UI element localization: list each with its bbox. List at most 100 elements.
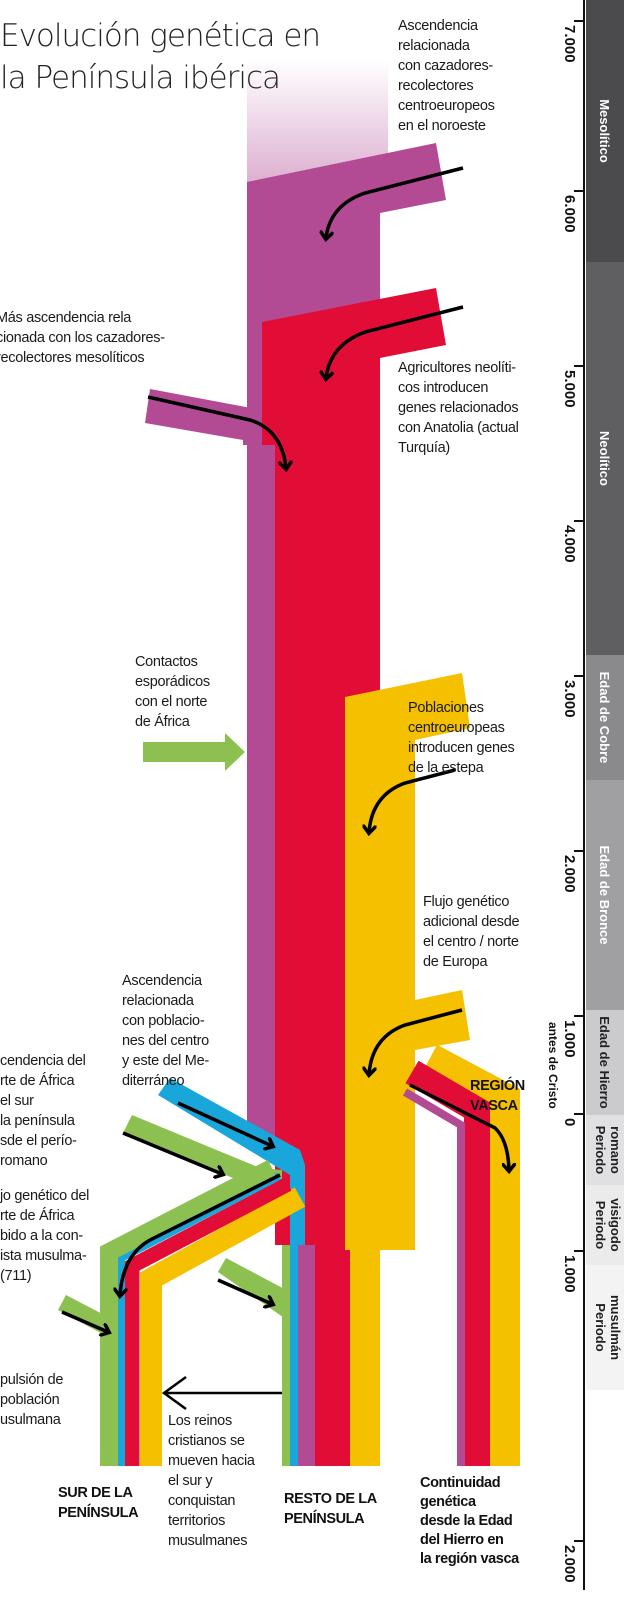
period-label: Periodovisigodo [593,1198,623,1252]
period-label: Edad de Hierro [597,1016,612,1109]
text-line: de la estepa [408,760,485,776]
text-line: de África [135,713,191,730]
basque-steppe-stripe [422,1044,520,1466]
text-line: Flujo genético [423,894,509,910]
text-line: Poblaciones [408,700,484,716]
text-line: Los reinos [168,1413,232,1429]
note-reconquista: Los reinos cristianos se mueven hacia el su… [168,1413,256,1549]
text-line: bido a la con- [0,1228,83,1244]
basque-neolithic-stripe [405,1060,490,1466]
text-line: relacionada [122,993,195,1009]
arrow-icon [369,768,456,832]
period-label: Neolítico [597,431,612,486]
note-neolithic: Agricultores neolíti-cos introducen genes… [398,360,519,456]
text-line: recolectores mesolíticos [0,350,144,366]
title-line: Evolución genética en [0,18,320,54]
text-line: (711) [0,1268,31,1284]
tick-label: 1.000 [561,1020,578,1058]
rest-north-africa-branch [218,1258,290,1322]
text-line: introducen genes [408,740,514,756]
rest-neolithic-stripe [315,1245,350,1466]
page-title: Evolución genética en la Península ibéri… [0,18,329,96]
text-line: relacionada [398,38,471,54]
text-line: con el norte [135,694,207,710]
tick-label: 1.000 [561,1255,578,1293]
text-line: Ascendencia [398,18,479,34]
mesolithic-stream [247,143,446,330]
title-line: la Península ibérica [0,60,280,96]
text-line: de Europa [423,954,488,970]
rest-mediterranean-stripe [290,1245,298,1466]
arrow-icon [147,395,286,468]
arrow-icon [326,166,464,238]
text-line: diterráneo [122,1073,185,1089]
note-hunters-northwest: Ascendencia relacionada con cazadores-reco… [398,18,495,134]
text-line: el centro / norte [423,934,519,950]
period-label: Mesolítico [597,99,612,163]
arrow-icon [326,305,464,378]
north-africa-roman-branch [123,1115,282,1185]
rest-mesolithic-stripe [298,1245,315,1466]
south-north-africa-stripe [100,1159,277,1466]
text-line: rte de África [0,1072,76,1089]
arrow-icon [177,1101,272,1146]
timeline: Mesolítico Neolítico Edad de Cobre Edad de … [546,0,624,1590]
text-line: PENÍNSULA [58,1504,139,1521]
text-line: Más ascendencia rela [0,310,132,326]
period-label: Edad de Cobre [597,672,612,764]
text-line: cendencia del [0,1053,86,1069]
text-line: musulmanes [168,1533,247,1549]
north-africa-contact-arrow-icon [143,733,245,771]
arrow-icon [369,1008,463,1074]
text-line: romano [0,1153,48,1169]
text-line: PENÍNSULA [284,1510,365,1527]
period-band [586,1185,624,1265]
text-line: cionada con los cazadores- [0,330,165,346]
text-line: pulsión de [0,1372,63,1388]
text-line: usulmana [0,1412,62,1428]
text-line: cristianos se [168,1433,245,1449]
tick-label: antes de Cristo [546,1022,560,1109]
text-line: VASCA [470,1098,519,1114]
text-line: del Hierro en [420,1532,503,1548]
period-band [586,655,624,780]
text-line: en el noroeste [398,118,486,134]
period-band [586,780,624,1010]
steppe-stream [345,673,470,1250]
neolithic-stream [262,288,446,1245]
text-line: el sur y [168,1473,213,1489]
label-south: SUR DE LA PENÍNSULA [58,1485,139,1521]
text-line: sde el perío- [0,1133,77,1149]
text-line: Ascendencia [122,973,203,989]
label-rest: RESTO DE LA PENÍNSULA [284,1491,378,1527]
tick-label: 5.000 [561,370,578,408]
label-basque-region: REGIÓN VASCA [470,1076,525,1114]
period-band [586,0,624,262]
note-steppe: Poblaciones centroeuropeas introducen gene… [408,700,514,776]
text-line: REGIÓN [470,1076,525,1094]
text-line: SUR DE LA [58,1485,133,1501]
text-line: y este del Me- [122,1053,209,1069]
text-line: RESTO DE LA [284,1491,378,1507]
text-line: con Anatolia (actual [398,420,519,436]
arrow-icon [409,1083,509,1170]
period-label: Edad de Bronce [597,846,612,945]
text-line: rte de África [0,1207,76,1224]
period-band [586,1265,624,1390]
arrow-icon [61,1310,108,1332]
tick-label: 6.000 [561,195,578,233]
text-line: Continuidad [420,1475,500,1491]
text-line: cos introducen [398,380,488,396]
text-line: nes del centro [122,1033,209,1049]
label-basque-continuity: Continuidad genética desde la Edad del Hier… [420,1475,520,1567]
reconquista-arrow-icon [161,1375,282,1411]
text-line: centroeuropeas [408,720,505,736]
text-line: adicional desde [423,914,520,930]
text-line: mueven hacia [168,1453,256,1469]
period-band [586,262,624,655]
note-africa-roman: cendencia del rte de África el sur la penín… [0,1053,86,1169]
text-line: esporádicos [135,674,210,690]
text-line: centroeuropeos [398,98,495,114]
text-line: desde la Edad [420,1513,512,1529]
text-line: genética [420,1494,477,1510]
